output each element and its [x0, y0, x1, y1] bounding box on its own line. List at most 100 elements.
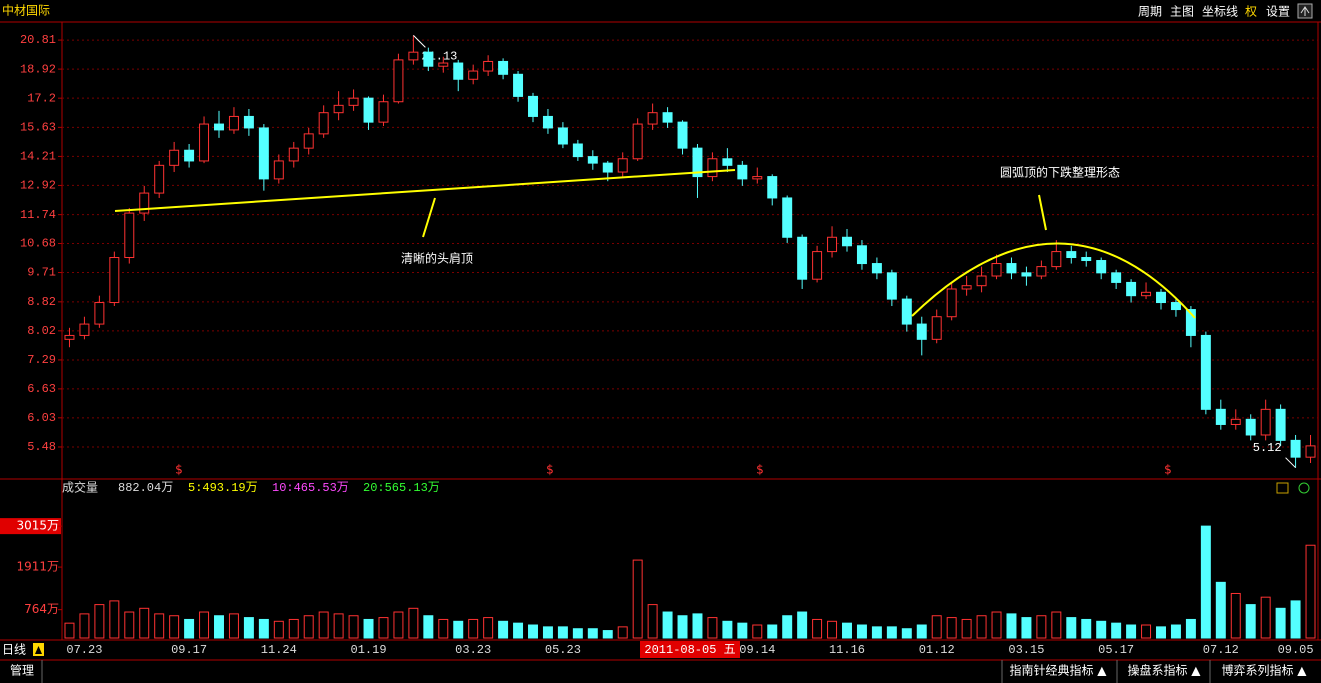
period: 日线	[2, 643, 26, 657]
y-tick-label: 15.63	[20, 121, 56, 135]
candle-body	[139, 192, 150, 214]
toolbar-item[interactable]: 博弈系列指标 ▲	[1221, 663, 1307, 678]
menu-item[interactable]: 设置	[1266, 5, 1290, 19]
volume-bar	[886, 626, 897, 639]
zoom-icon[interactable]	[1298, 482, 1310, 494]
candle-body	[587, 156, 598, 164]
volume-bar	[363, 618, 374, 639]
y-tick-label: 14.21	[20, 150, 56, 164]
candle-body	[692, 147, 703, 178]
candle-body	[64, 334, 75, 340]
volume-bar	[169, 615, 180, 639]
menu-item[interactable]: 坐标线	[1202, 5, 1238, 19]
y-tick-label: 764万	[24, 602, 59, 616]
candle-body	[468, 70, 479, 80]
toolbar-item[interactable]: 管理	[10, 663, 34, 678]
y-tick-label: 20.81	[20, 33, 56, 47]
annotation: 圆弧顶的下跌整理形态	[1000, 165, 1120, 180]
volume-bar	[752, 624, 763, 639]
toolbar-item[interactable]: 指南针经典指标 ▲	[1009, 663, 1107, 678]
candle-body	[827, 236, 838, 253]
x-tick-label: 09.17	[171, 643, 207, 657]
candle-body	[1156, 291, 1166, 304]
volume-bar	[288, 618, 299, 639]
candle-body	[557, 127, 568, 145]
candle-body	[348, 97, 359, 106]
x-tick-label: 05.23	[545, 643, 581, 657]
candle-body	[1245, 418, 1256, 436]
candle-body	[214, 123, 224, 131]
candle-body	[318, 112, 329, 135]
candle-body	[572, 143, 583, 158]
volume-bar	[303, 615, 314, 639]
y-tick-label: 7.29	[27, 353, 56, 367]
window-title: 中材国际	[2, 3, 50, 18]
volume-bar	[483, 617, 494, 639]
icon[interactable]	[1276, 482, 1289, 494]
marks: 20.81 18.92 17.2 15.63 14.21 12.92 11.74 10.68 9…	[0, 33, 1318, 657]
candle-body	[79, 323, 90, 336]
volume-bar	[1126, 624, 1137, 639]
volume-bar	[79, 613, 90, 639]
candle-body	[438, 62, 449, 67]
volume-bar	[916, 624, 927, 639]
candle-body	[184, 149, 195, 162]
candle-body	[1185, 309, 1196, 336]
volume-bar	[1290, 600, 1301, 639]
volume-bar	[468, 618, 479, 639]
candle-body	[109, 257, 120, 304]
volume-bar	[901, 628, 912, 639]
y-tick-label: 8.02	[27, 324, 56, 338]
candle-body	[931, 316, 942, 340]
candle-body	[228, 115, 239, 131]
volume-bar	[1021, 617, 1032, 639]
candle-body	[767, 176, 778, 199]
volume-bar	[542, 626, 553, 639]
volume-bar	[871, 626, 882, 639]
candle-body	[169, 149, 180, 166]
volume-bar	[1066, 617, 1077, 639]
volume-bar	[991, 611, 1002, 639]
volume-bar	[214, 615, 224, 639]
candle-body	[363, 97, 374, 123]
volume-ma5: 5:493.19万	[188, 481, 258, 495]
volume-bar	[1200, 525, 1211, 639]
menu-item[interactable]: 周期	[1138, 5, 1162, 19]
y-tick-label: 9.71	[27, 266, 56, 280]
x-tick-label: 09.14	[739, 643, 775, 657]
volume-bar	[587, 628, 598, 639]
candle-body	[961, 285, 972, 290]
volume-bar	[572, 628, 583, 639]
candle-body	[602, 162, 613, 173]
volume-bar	[528, 624, 538, 639]
candle-body	[1081, 257, 1092, 262]
menu-item[interactable]: 主图	[1170, 5, 1194, 19]
scroll-icon	[1300, 6, 1310, 16]
candle-body	[1051, 251, 1062, 268]
candle-body	[1290, 439, 1301, 458]
volume-bar	[393, 611, 404, 639]
volume-bar	[1006, 613, 1017, 639]
volume-bar	[692, 613, 703, 639]
volume-bar	[797, 611, 808, 639]
candle-body	[797, 236, 808, 280]
volume-bar	[318, 611, 329, 639]
candle-body	[1141, 291, 1152, 297]
candle-body	[782, 197, 793, 238]
volume-bar	[827, 620, 838, 639]
candle-body	[632, 123, 643, 160]
y-tick-label: 6.63	[27, 382, 56, 396]
annotation-pointer	[422, 197, 436, 238]
candle-body	[1260, 408, 1271, 436]
x-tick-label: 11.24	[261, 643, 297, 657]
volume-bar	[842, 622, 852, 639]
volume-bar	[408, 607, 419, 639]
toolbar-item[interactable]: 操盘系指标 ▲	[1127, 663, 1201, 678]
volume-bar	[273, 620, 284, 639]
neckline	[114, 169, 736, 212]
candle-body	[378, 101, 389, 123]
volume-bar	[333, 613, 344, 639]
menu-item[interactable]: 权	[1245, 5, 1257, 19]
candle-body	[812, 251, 823, 280]
